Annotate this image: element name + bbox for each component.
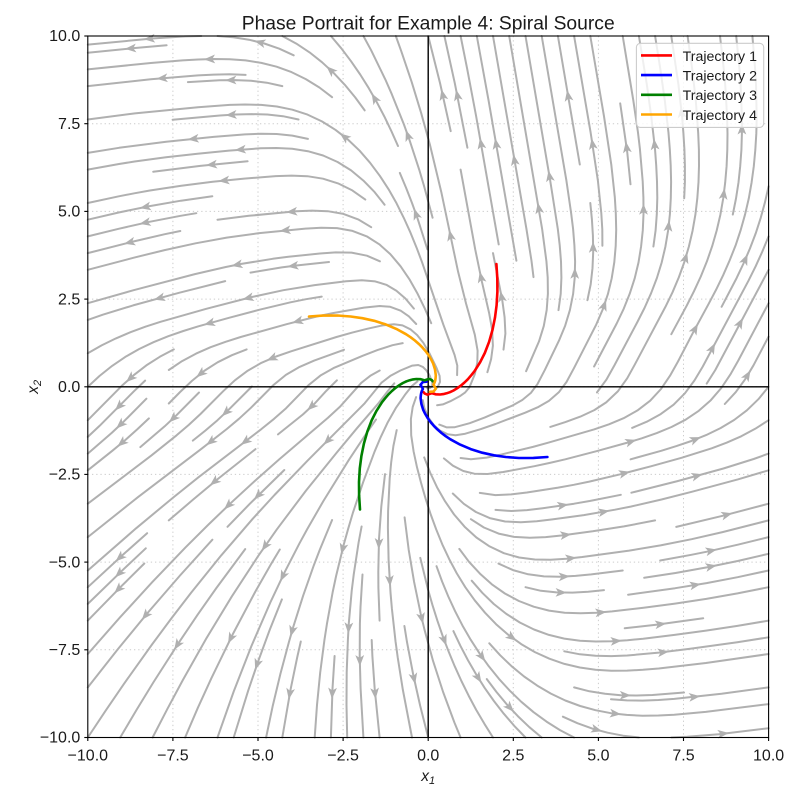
svg-text:Trajectory 1: Trajectory 1 [683, 49, 757, 65]
svg-text:−7.5: −7.5 [49, 642, 81, 659]
svg-text:−2.5: −2.5 [327, 748, 359, 765]
svg-text:−10.0: −10.0 [68, 748, 109, 765]
svg-text:−5.0: −5.0 [242, 748, 274, 765]
svg-text:Trajectory 3: Trajectory 3 [683, 88, 757, 104]
svg-text:−10.0: −10.0 [40, 730, 81, 747]
svg-text:−7.5: −7.5 [157, 748, 189, 765]
svg-text:−2.5: −2.5 [49, 467, 81, 484]
svg-text:0.0: 0.0 [417, 748, 439, 765]
svg-text:Phase Portrait for Example 4:: Phase Portrait for Example 4: Spiral Sou… [242, 14, 615, 35]
svg-text:5.0: 5.0 [587, 748, 609, 765]
svg-text:0.0: 0.0 [58, 379, 80, 396]
svg-text:10.0: 10.0 [49, 28, 80, 45]
svg-text:5.0: 5.0 [58, 204, 80, 221]
svg-text:2.5: 2.5 [502, 748, 524, 765]
svg-text:Trajectory 2: Trajectory 2 [683, 69, 757, 85]
svg-text:7.5: 7.5 [672, 748, 694, 765]
svg-text:7.5: 7.5 [58, 116, 80, 133]
svg-text:2.5: 2.5 [58, 291, 80, 308]
svg-text:10.0: 10.0 [753, 748, 784, 765]
svg-text:Trajectory 4: Trajectory 4 [683, 108, 757, 124]
svg-text:−5.0: −5.0 [49, 554, 81, 571]
